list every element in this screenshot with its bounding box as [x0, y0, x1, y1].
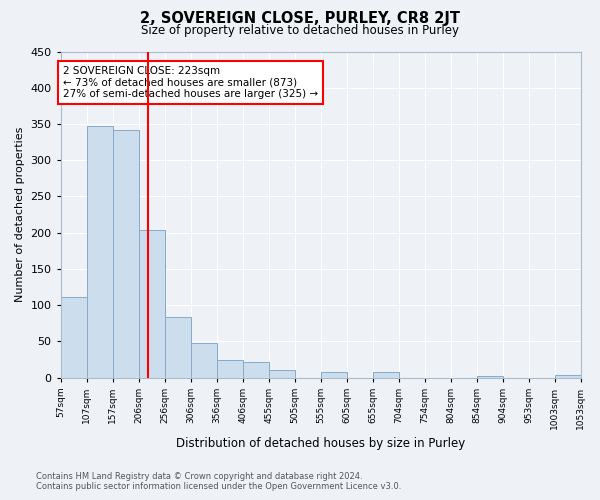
- Bar: [86, 126, 113, 378]
- Bar: [113, 130, 139, 378]
- Text: 2 SOVEREIGN CLOSE: 223sqm
← 73% of detached houses are smaller (873)
27% of semi: 2 SOVEREIGN CLOSE: 223sqm ← 73% of detac…: [63, 66, 318, 99]
- Bar: [242, 362, 269, 378]
- Text: Size of property relative to detached houses in Purley: Size of property relative to detached ho…: [141, 24, 459, 37]
- Bar: [373, 372, 398, 378]
- Bar: [164, 316, 191, 378]
- Bar: [269, 370, 295, 378]
- Y-axis label: Number of detached properties: Number of detached properties: [15, 127, 25, 302]
- Bar: [320, 372, 347, 378]
- Text: 2, SOVEREIGN CLOSE, PURLEY, CR8 2JT: 2, SOVEREIGN CLOSE, PURLEY, CR8 2JT: [140, 11, 460, 26]
- Bar: [476, 376, 503, 378]
- Bar: [61, 297, 86, 378]
- X-axis label: Distribution of detached houses by size in Purley: Distribution of detached houses by size …: [176, 437, 465, 450]
- Bar: [191, 344, 217, 378]
- Text: Contains HM Land Registry data © Crown copyright and database right 2024.
Contai: Contains HM Land Registry data © Crown c…: [36, 472, 401, 491]
- Bar: [139, 230, 164, 378]
- Bar: [217, 360, 242, 378]
- Bar: [554, 376, 581, 378]
